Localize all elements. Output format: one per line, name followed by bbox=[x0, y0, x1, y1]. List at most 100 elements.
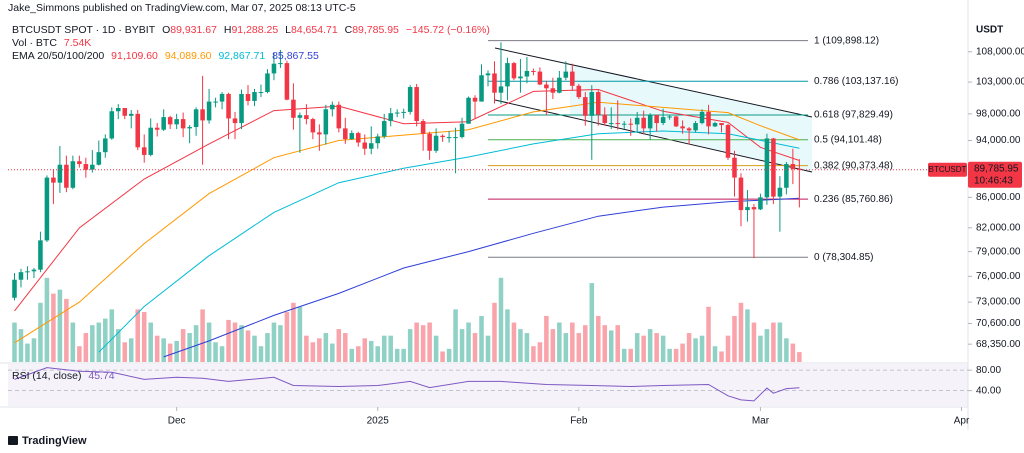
candle-body bbox=[12, 279, 17, 298]
volume-bar bbox=[608, 330, 614, 362]
candle-body bbox=[116, 108, 121, 112]
volume-bar bbox=[401, 348, 406, 362]
y-tick-label: 103,000.00 bbox=[976, 77, 1024, 88]
candle-body bbox=[57, 164, 63, 183]
candle-body bbox=[725, 125, 731, 158]
volume-bar bbox=[213, 342, 218, 362]
volume-bar bbox=[654, 333, 659, 362]
volume-bar bbox=[751, 322, 757, 362]
candle-body bbox=[70, 161, 76, 188]
candle-body bbox=[608, 123, 614, 125]
candle-body bbox=[206, 101, 212, 121]
candle-body bbox=[518, 76, 523, 79]
fib-label: 0.618 (97,829.49) bbox=[814, 110, 893, 121]
candle-body bbox=[596, 92, 601, 115]
volume-bar bbox=[284, 312, 290, 362]
volume-legend: Vol · BTC 7.54K bbox=[12, 37, 95, 49]
candle-body bbox=[135, 113, 140, 148]
candle-body bbox=[797, 168, 802, 170]
candle-body bbox=[336, 104, 342, 129]
candle-body bbox=[96, 152, 102, 165]
candle-body bbox=[193, 109, 199, 128]
key: C bbox=[344, 24, 353, 36]
volume-bar bbox=[758, 335, 763, 362]
volume-bar bbox=[615, 325, 620, 362]
ohlc-low: L84,654.71 bbox=[285, 24, 338, 36]
ohlc-close: C89,785.95 bbox=[345, 24, 399, 36]
candle-body bbox=[498, 86, 504, 93]
candle-body bbox=[368, 143, 374, 149]
candle-body bbox=[784, 164, 789, 188]
candle-body bbox=[719, 123, 724, 126]
currency-label: USDT bbox=[976, 25, 1003, 36]
y-tick-label: 68,350.00 bbox=[976, 339, 1021, 350]
rsi-line bbox=[14, 367, 800, 402]
candle-body bbox=[427, 133, 432, 151]
key: O bbox=[162, 24, 171, 36]
volume-bar bbox=[18, 329, 24, 362]
volume-bar bbox=[725, 335, 731, 362]
volume-bar bbox=[154, 335, 160, 362]
volume-bar bbox=[25, 343, 30, 362]
volume-bar bbox=[232, 322, 238, 362]
change: −145.72 (−0.16%) bbox=[405, 24, 490, 36]
volume-bar bbox=[498, 277, 504, 362]
publisher: Jake_Simmons published on TradingView.co… bbox=[8, 2, 356, 14]
candle-body bbox=[25, 271, 30, 273]
volume-bar bbox=[738, 302, 744, 362]
candle-body bbox=[414, 87, 419, 122]
volume-bar bbox=[621, 348, 627, 362]
volume-bar bbox=[141, 312, 147, 362]
candle-body bbox=[330, 104, 335, 110]
candle-body bbox=[252, 92, 257, 101]
volume-bar bbox=[440, 351, 445, 362]
candle-body bbox=[375, 136, 380, 144]
candle-body bbox=[232, 118, 238, 124]
ema-value: 94,089.60 bbox=[164, 50, 212, 62]
volume-bar bbox=[446, 348, 452, 362]
volume-bar bbox=[116, 329, 121, 362]
fib-label: 1 (109,898.12) bbox=[814, 35, 879, 46]
candle-body bbox=[492, 73, 497, 93]
volume-bar bbox=[174, 340, 179, 362]
y-tick-label: 82,000.00 bbox=[976, 222, 1021, 233]
volume-bar bbox=[122, 342, 128, 362]
volume-bar bbox=[310, 342, 316, 362]
volume-bar bbox=[258, 346, 264, 362]
candle-body bbox=[531, 70, 536, 72]
candle-body bbox=[51, 177, 56, 183]
candle-body bbox=[589, 92, 595, 116]
candle-body bbox=[128, 113, 134, 116]
candle-body bbox=[732, 157, 737, 178]
candle-body bbox=[641, 117, 646, 129]
volume-bar bbox=[660, 335, 666, 362]
ohlc-high: H91,288.25 bbox=[224, 24, 278, 36]
volume-bar bbox=[265, 333, 270, 362]
volume-bar bbox=[226, 319, 231, 362]
channel-fill bbox=[570, 65, 812, 172]
candle-body bbox=[239, 93, 244, 124]
rsi-legend: RSI (14, close) 45.74 bbox=[12, 370, 119, 382]
candle-body bbox=[356, 133, 361, 143]
value: 89,931.67 bbox=[170, 24, 217, 36]
volume-bar bbox=[667, 348, 672, 362]
volume-bar bbox=[381, 335, 387, 362]
volume-bar bbox=[336, 329, 342, 362]
candle-body bbox=[453, 137, 458, 139]
symbol-tag-text: BTCUSDT bbox=[929, 165, 967, 174]
candle-body bbox=[343, 128, 348, 140]
volume-bar bbox=[732, 315, 737, 362]
volume-bar bbox=[407, 329, 413, 362]
volume-bar bbox=[193, 325, 199, 362]
candle-body bbox=[557, 77, 562, 93]
candle-body bbox=[407, 87, 413, 112]
volume-bar bbox=[563, 333, 569, 362]
volume-bar bbox=[109, 309, 115, 362]
y-tick-label: 86,000.00 bbox=[976, 192, 1021, 203]
candle-body bbox=[148, 127, 153, 155]
volume-bar bbox=[375, 346, 380, 362]
volume-bar bbox=[356, 346, 361, 362]
candle-body bbox=[446, 137, 452, 139]
fib-label: 0.382 (90,373.48) bbox=[814, 160, 893, 171]
